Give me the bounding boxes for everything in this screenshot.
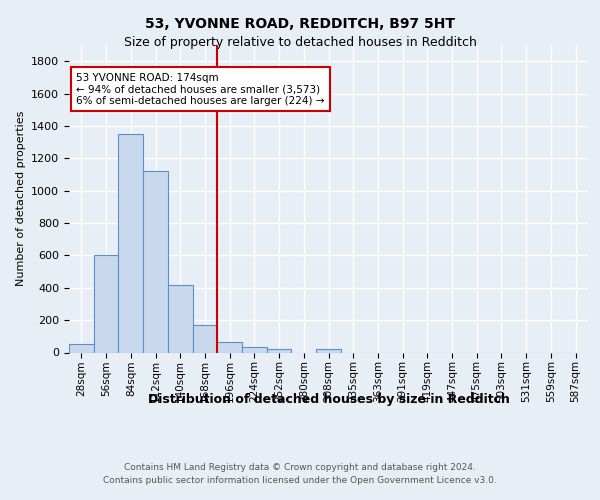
Y-axis label: Number of detached properties: Number of detached properties xyxy=(16,111,26,286)
Bar xyxy=(69,344,94,352)
Text: Contains public sector information licensed under the Open Government Licence v3: Contains public sector information licen… xyxy=(103,476,497,485)
Bar xyxy=(168,284,193,352)
Bar xyxy=(193,325,217,352)
Bar xyxy=(217,342,242,352)
Text: 53, YVONNE ROAD, REDDITCH, B97 5HT: 53, YVONNE ROAD, REDDITCH, B97 5HT xyxy=(145,18,455,32)
Bar xyxy=(94,256,118,352)
Bar xyxy=(143,171,168,352)
Text: 53 YVONNE ROAD: 174sqm
← 94% of detached houses are smaller (3,573)
6% of semi-d: 53 YVONNE ROAD: 174sqm ← 94% of detached… xyxy=(76,72,325,106)
Bar xyxy=(118,134,143,352)
Bar xyxy=(316,350,341,352)
Bar xyxy=(267,350,292,352)
Text: Contains HM Land Registry data © Crown copyright and database right 2024.: Contains HM Land Registry data © Crown c… xyxy=(124,462,476,471)
Bar xyxy=(242,347,267,352)
Text: Distribution of detached houses by size in Redditch: Distribution of detached houses by size … xyxy=(148,392,510,406)
Text: Size of property relative to detached houses in Redditch: Size of property relative to detached ho… xyxy=(124,36,476,49)
